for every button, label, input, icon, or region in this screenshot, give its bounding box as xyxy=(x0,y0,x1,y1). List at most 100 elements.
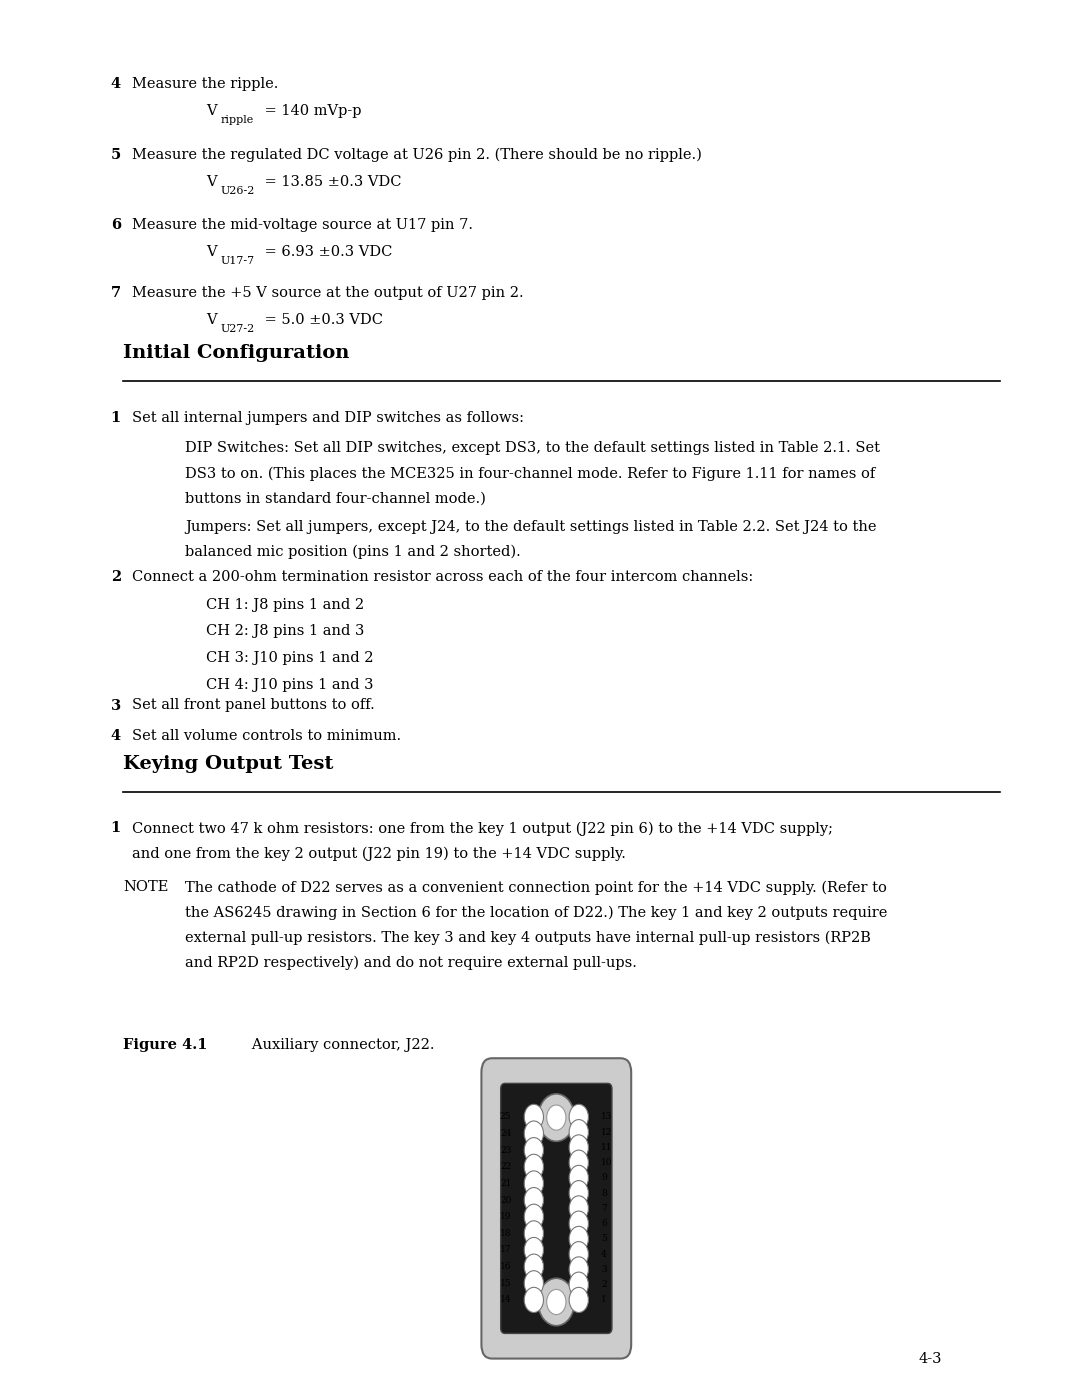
Circle shape xyxy=(569,1196,589,1221)
Text: V: V xyxy=(206,103,217,117)
Circle shape xyxy=(524,1120,543,1146)
Text: 20: 20 xyxy=(500,1196,511,1204)
Circle shape xyxy=(569,1165,589,1190)
Text: 12: 12 xyxy=(602,1127,612,1137)
Circle shape xyxy=(569,1227,589,1252)
Text: U17-7: U17-7 xyxy=(220,256,255,265)
Circle shape xyxy=(546,1289,566,1315)
Circle shape xyxy=(569,1211,589,1236)
Text: 4: 4 xyxy=(111,729,121,743)
Text: and RP2D respectively) and do not require external pull-ups.: and RP2D respectively) and do not requir… xyxy=(185,956,637,970)
Text: and one from the key 2 output (J22 pin 19) to the +14 VDC supply.: and one from the key 2 output (J22 pin 1… xyxy=(132,847,625,861)
Text: 11: 11 xyxy=(602,1143,612,1153)
Text: = 140 mVp-p: = 140 mVp-p xyxy=(260,103,362,117)
Text: Jumpers: Set all jumpers, except J24, to the default settings listed in Table 2.: Jumpers: Set all jumpers, except J24, to… xyxy=(185,520,877,534)
Text: 15: 15 xyxy=(500,1278,511,1288)
Circle shape xyxy=(524,1187,543,1213)
Circle shape xyxy=(524,1271,543,1296)
Text: buttons in standard four-channel mode.): buttons in standard four-channel mode.) xyxy=(185,492,486,506)
Text: Measure the +5 V source at the output of U27 pin 2.: Measure the +5 V source at the output of… xyxy=(132,286,523,300)
Circle shape xyxy=(524,1137,543,1162)
Text: = 6.93 ±0.3 VDC: = 6.93 ±0.3 VDC xyxy=(260,244,392,258)
Text: DIP Switches: Set all DIP switches, except DS3, to the default settings listed i: DIP Switches: Set all DIP switches, exce… xyxy=(185,441,880,455)
Text: V: V xyxy=(206,313,217,327)
Text: 7: 7 xyxy=(602,1204,607,1213)
Text: 21: 21 xyxy=(500,1179,511,1187)
Circle shape xyxy=(524,1288,543,1313)
Circle shape xyxy=(569,1134,589,1160)
Text: CH 1: J8 pins 1 and 2: CH 1: J8 pins 1 and 2 xyxy=(206,598,365,612)
Text: U27-2: U27-2 xyxy=(220,324,255,334)
Text: Initial Configuration: Initial Configuration xyxy=(123,344,350,362)
Text: Figure 4.1: Figure 4.1 xyxy=(123,1038,207,1052)
Text: Connect two 47 k ohm resistors: one from the key 1 output (J22 pin 6) to the +14: Connect two 47 k ohm resistors: one from… xyxy=(132,821,833,835)
Circle shape xyxy=(524,1171,543,1196)
Text: = 13.85 ±0.3 VDC: = 13.85 ±0.3 VDC xyxy=(260,175,402,189)
Text: V: V xyxy=(206,175,217,189)
Circle shape xyxy=(569,1150,589,1175)
Circle shape xyxy=(524,1154,543,1179)
Text: Keying Output Test: Keying Output Test xyxy=(123,754,334,773)
Text: 9: 9 xyxy=(602,1173,607,1182)
Text: 4-3: 4-3 xyxy=(919,1352,943,1366)
Text: 25: 25 xyxy=(500,1112,511,1122)
Circle shape xyxy=(524,1255,543,1280)
Text: Set all front panel buttons to off.: Set all front panel buttons to off. xyxy=(132,698,375,712)
Text: Measure the regulated DC voltage at U26 pin 2. (There should be no ripple.): Measure the regulated DC voltage at U26 … xyxy=(132,148,702,162)
Text: 10: 10 xyxy=(602,1158,612,1166)
FancyBboxPatch shape xyxy=(482,1059,631,1358)
Text: 3: 3 xyxy=(602,1264,607,1274)
Text: Measure the ripple.: Measure the ripple. xyxy=(132,77,278,91)
Text: 6: 6 xyxy=(111,218,121,232)
Circle shape xyxy=(569,1242,589,1267)
Text: 4: 4 xyxy=(602,1250,607,1259)
Text: 13: 13 xyxy=(602,1112,612,1122)
Text: 1: 1 xyxy=(110,821,121,835)
Text: 2: 2 xyxy=(110,570,121,584)
Circle shape xyxy=(569,1273,589,1298)
Text: 7: 7 xyxy=(111,286,121,300)
Circle shape xyxy=(524,1104,543,1129)
Text: 22: 22 xyxy=(500,1162,511,1171)
Text: 1: 1 xyxy=(602,1295,607,1305)
Text: CH 2: J8 pins 1 and 3: CH 2: J8 pins 1 and 3 xyxy=(206,624,365,638)
Text: Measure the mid-voltage source at U17 pin 7.: Measure the mid-voltage source at U17 pi… xyxy=(132,218,473,232)
Text: the AS6245 drawing in Section 6 for the location of D22.) The key 1 and key 2 ou: the AS6245 drawing in Section 6 for the … xyxy=(185,905,888,919)
Text: 4: 4 xyxy=(111,77,121,91)
Text: 5: 5 xyxy=(110,148,121,162)
Text: V: V xyxy=(206,244,217,258)
Text: 23: 23 xyxy=(500,1146,511,1155)
Text: NOTE: NOTE xyxy=(123,880,168,894)
Text: Set all volume controls to minimum.: Set all volume controls to minimum. xyxy=(132,729,401,743)
Text: Auxiliary connector, J22.: Auxiliary connector, J22. xyxy=(238,1038,434,1052)
Circle shape xyxy=(524,1221,543,1246)
Text: CH 4: J10 pins 1 and 3: CH 4: J10 pins 1 and 3 xyxy=(206,678,374,692)
Circle shape xyxy=(569,1288,589,1313)
Text: 8: 8 xyxy=(602,1189,607,1197)
Text: 19: 19 xyxy=(500,1213,511,1221)
Circle shape xyxy=(546,1105,566,1130)
Text: 3: 3 xyxy=(111,698,121,712)
Text: = 5.0 ±0.3 VDC: = 5.0 ±0.3 VDC xyxy=(260,313,383,327)
Text: CH 3: J10 pins 1 and 2: CH 3: J10 pins 1 and 2 xyxy=(206,651,374,665)
Text: 1: 1 xyxy=(110,411,121,425)
Circle shape xyxy=(569,1180,589,1206)
Circle shape xyxy=(569,1104,589,1129)
Text: U26-2: U26-2 xyxy=(220,186,255,196)
Text: 14: 14 xyxy=(500,1295,511,1305)
Text: 16: 16 xyxy=(500,1261,511,1271)
Text: 24: 24 xyxy=(500,1129,511,1139)
Text: Set all internal jumpers and DIP switches as follows:: Set all internal jumpers and DIP switche… xyxy=(132,411,524,425)
FancyBboxPatch shape xyxy=(501,1084,612,1333)
Text: external pull-up resistors. The key 3 and key 4 outputs have internal pull-up re: external pull-up resistors. The key 3 an… xyxy=(185,930,870,944)
Text: 18: 18 xyxy=(500,1229,511,1238)
Text: DS3 to on. (This places the MCE325 in four-channel mode. Refer to Figure 1.11 fo: DS3 to on. (This places the MCE325 in fo… xyxy=(185,467,875,481)
Text: balanced mic position (pins 1 and 2 shorted).: balanced mic position (pins 1 and 2 shor… xyxy=(185,545,521,559)
Text: 17: 17 xyxy=(500,1246,511,1255)
Text: 6: 6 xyxy=(602,1220,607,1228)
Circle shape xyxy=(569,1257,589,1282)
Text: The cathode of D22 serves as a convenient connection point for the +14 VDC suppl: The cathode of D22 serves as a convenien… xyxy=(185,880,887,894)
Circle shape xyxy=(569,1119,589,1144)
Circle shape xyxy=(538,1278,575,1326)
Text: ripple: ripple xyxy=(220,115,254,124)
